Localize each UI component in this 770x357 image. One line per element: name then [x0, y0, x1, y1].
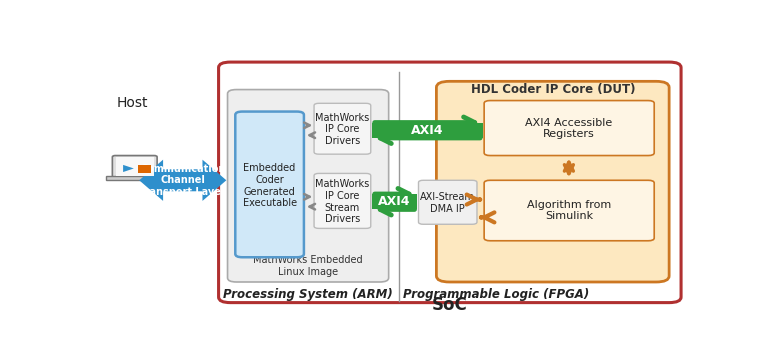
Text: SoC: SoC [432, 296, 468, 313]
Polygon shape [139, 160, 226, 201]
Bar [138, 165, 151, 172]
FancyBboxPatch shape [419, 180, 477, 224]
FancyBboxPatch shape [228, 90, 389, 282]
Text: MathWorks Embedded
Linux Image: MathWorks Embedded Linux Image [253, 256, 363, 277]
Text: AXI4 Accessible
Registers: AXI4 Accessible Registers [525, 118, 612, 139]
Text: Embedded
Coder
Generated
Executable: Embedded Coder Generated Executable [243, 164, 296, 208]
FancyBboxPatch shape [314, 103, 371, 154]
FancyBboxPatch shape [314, 174, 371, 228]
FancyBboxPatch shape [437, 81, 669, 282]
FancyBboxPatch shape [236, 111, 304, 257]
Bar [116, 157, 153, 176]
Text: Algorithm from
Simulink: Algorithm from Simulink [527, 200, 611, 221]
Bar [106, 176, 163, 180]
Text: AXI4: AXI4 [378, 195, 411, 208]
FancyBboxPatch shape [484, 101, 654, 156]
Text: AXI4: AXI4 [411, 124, 444, 137]
Text: Host: Host [116, 96, 148, 110]
Polygon shape [123, 165, 134, 172]
FancyBboxPatch shape [484, 180, 654, 241]
Text: Communication
Channel
Transport Layer: Communication Channel Transport Layer [139, 164, 226, 197]
Text: AXI-Stream
DMA IP: AXI-Stream DMA IP [420, 192, 475, 213]
Text: MathWorks
IP Core
Drivers: MathWorks IP Core Drivers [315, 113, 370, 146]
Text: MathWorks
IP Core
Stream
Drivers: MathWorks IP Core Stream Drivers [315, 179, 370, 224]
Text: HDL Coder IP Core (DUT): HDL Coder IP Core (DUT) [470, 83, 635, 96]
Bar [372, 194, 417, 210]
Text: Programmable Logic (FPGA): Programmable Logic (FPGA) [403, 288, 589, 301]
FancyBboxPatch shape [219, 62, 681, 303]
FancyBboxPatch shape [112, 156, 157, 177]
Bar [372, 122, 483, 138]
Text: Processing System (ARM): Processing System (ARM) [223, 288, 393, 301]
